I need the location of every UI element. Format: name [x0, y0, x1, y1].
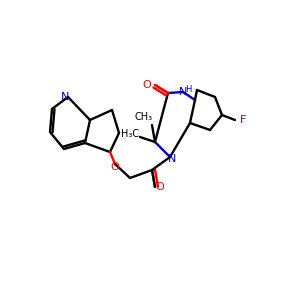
Text: O: O [142, 80, 152, 90]
Text: N: N [61, 92, 69, 102]
Text: O: O [111, 162, 119, 172]
Text: N: N [179, 87, 187, 97]
Text: CH₃: CH₃ [135, 112, 153, 122]
Text: N: N [168, 154, 176, 164]
Text: F: F [240, 115, 246, 125]
Text: H: H [185, 85, 191, 94]
Text: H₃C: H₃C [121, 129, 139, 139]
Text: O: O [156, 182, 164, 192]
